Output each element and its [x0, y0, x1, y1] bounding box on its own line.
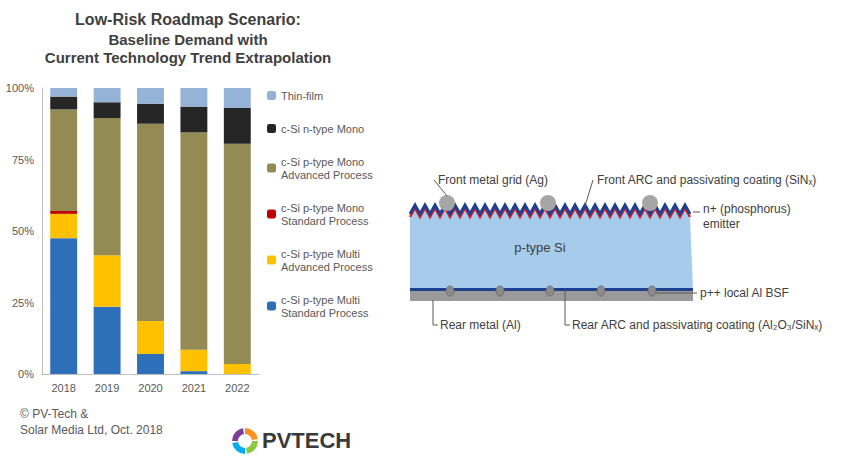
svg-text:Standard Process: Standard Process — [281, 215, 369, 227]
svg-text:c-Si p-type Mono: c-Si p-type Mono — [281, 156, 367, 168]
svg-text:p-type Si: p-type Si — [514, 240, 565, 255]
svg-text:emitter: emitter — [703, 217, 740, 231]
svg-text:50%: 50% — [12, 225, 34, 237]
svg-text:c-Si p-type Multi: c-Si p-type Multi — [281, 294, 363, 306]
svg-text:Low-Risk Roadmap Scenario:: Low-Risk Roadmap Scenario: — [75, 11, 301, 28]
svg-text:75%: 75% — [12, 154, 34, 166]
svg-text:2018: 2018 — [51, 382, 75, 394]
svg-text:© PV-Tech &: © PV-Tech & — [20, 407, 88, 421]
svg-text:Solar Media Ltd, Oct. 2018: Solar Media Ltd, Oct. 2018 — [20, 423, 163, 437]
svg-text:Advanced Process: Advanced Process — [281, 261, 373, 273]
svg-text:c-Si n-type Mono: c-Si n-type Mono — [281, 123, 364, 135]
svg-text:Baseline Demand with: Baseline Demand with — [108, 31, 267, 48]
svg-text:c-Si p-type Mono: c-Si p-type Mono — [281, 202, 367, 214]
svg-text:2020: 2020 — [138, 382, 162, 394]
svg-text:2021: 2021 — [182, 382, 206, 394]
svg-text:2022: 2022 — [225, 382, 249, 394]
svg-text:2019: 2019 — [95, 382, 119, 394]
svg-text:25%: 25% — [12, 297, 34, 309]
svg-text:Rear ARC and passivating coati: Rear ARC and passivating coating (Al₂O₃/… — [572, 318, 822, 332]
svg-text:PVTECH: PVTECH — [262, 428, 351, 453]
svg-text:Front ARC and passivating coat: Front ARC and passivating coating (SiNₓ) — [597, 173, 816, 187]
svg-text:Thin-film: Thin-film — [281, 90, 323, 102]
svg-text:100%: 100% — [6, 82, 34, 94]
svg-text:p++ local Al BSF: p++ local Al BSF — [700, 286, 789, 300]
svg-text:n+ (phosphorus): n+ (phosphorus) — [703, 202, 791, 216]
svg-text:Advanced Process: Advanced Process — [281, 169, 373, 181]
svg-text:Rear metal (Al): Rear metal (Al) — [440, 318, 521, 332]
svg-text:0%: 0% — [18, 368, 34, 380]
svg-text:Current Technology Trend Extra: Current Technology Trend Extrapolation — [45, 49, 331, 66]
svg-text:Front metal grid (Ag): Front metal grid (Ag) — [438, 173, 548, 187]
svg-text:Standard Process: Standard Process — [281, 307, 369, 319]
svg-text:c-Si p-type Multi: c-Si p-type Multi — [281, 248, 363, 260]
